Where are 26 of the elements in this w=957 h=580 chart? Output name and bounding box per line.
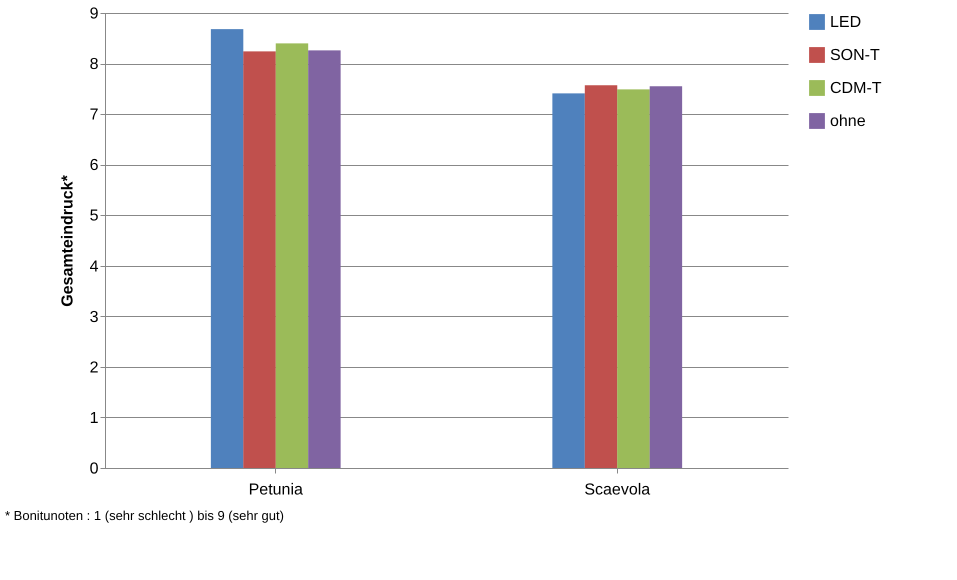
- bar: [276, 43, 308, 468]
- x-tick-label: Petunia: [248, 482, 303, 498]
- bar: [308, 50, 341, 468]
- legend-label: LED: [830, 14, 862, 31]
- y-tick-label: 5: [90, 208, 99, 225]
- y-axis-title: Gesamteindruck*: [60, 174, 77, 307]
- y-tick-label: 9: [90, 6, 99, 22]
- x-tick-label: Scaevola: [584, 482, 650, 498]
- y-tick-label: 6: [90, 157, 99, 174]
- y-tick-label: 0: [90, 460, 99, 478]
- bar: [243, 51, 276, 468]
- legend-label: ohne: [830, 113, 866, 130]
- bar: [552, 93, 585, 468]
- y-tick-label: 1: [90, 410, 99, 427]
- y-tick-label: 2: [90, 359, 99, 376]
- y-tick-label: 7: [90, 106, 99, 124]
- legend-label: SON-T: [830, 47, 880, 64]
- bar: [617, 89, 650, 468]
- legend-label: CDM-T: [830, 80, 882, 97]
- y-tick-label: 8: [90, 56, 99, 74]
- text: * Bonitunoten : 1 (sehr schlecht ) bis 9 (sehr gut): [5, 508, 284, 523]
- bar: [584, 85, 618, 468]
- y-tick-label: 3: [90, 308, 99, 326]
- bar: [650, 86, 682, 468]
- bar: [210, 29, 244, 468]
- y-tick-label: 4: [90, 258, 99, 276]
